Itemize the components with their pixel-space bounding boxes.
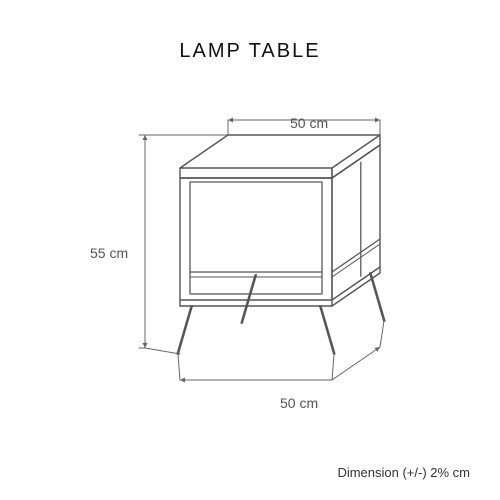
footer-dimension-note: Dimension (+/-) 2% cm	[337, 465, 470, 480]
lamp-table-diagram	[0, 0, 500, 500]
dim-label-depth: 50 cm	[290, 115, 328, 131]
dim-label-height: 55 cm	[90, 245, 128, 261]
dim-label-width: 50 cm	[280, 395, 318, 411]
